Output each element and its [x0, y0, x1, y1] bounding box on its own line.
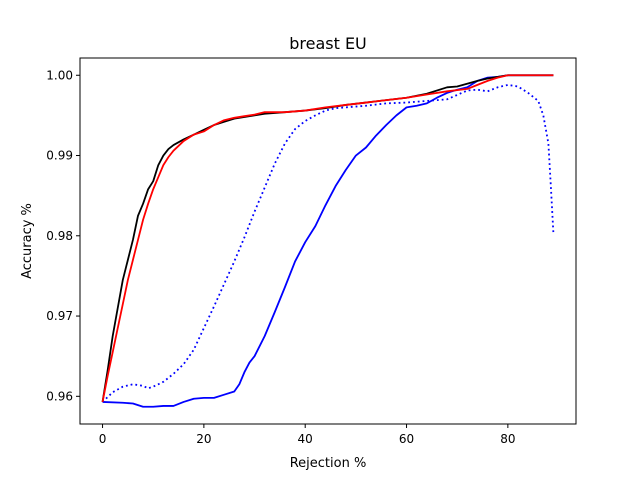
y-tick-label: 0.96: [46, 389, 73, 403]
chart-title: breast EU: [289, 34, 367, 53]
series-line-3: [101, 74, 554, 403]
x-tick-label: 40: [298, 432, 313, 446]
x-tick-label: 80: [500, 432, 515, 446]
y-tick-label: 0.99: [46, 149, 73, 163]
x-axis: 0 20 40 60 80: [99, 424, 515, 446]
x-tick-label: 20: [196, 432, 211, 446]
x-tick-label: 0: [99, 432, 107, 446]
y-tick-label: 0.97: [46, 309, 73, 323]
y-tick-label: 1.00: [46, 68, 73, 82]
series-line-1: [101, 83, 555, 403]
x-tick-label: 60: [399, 432, 414, 446]
y-tick-label: 0.98: [46, 229, 73, 243]
y-axis-label: Accuracy %: [20, 203, 35, 279]
plot-area: [101, 74, 555, 408]
series-line-4: [101, 74, 554, 403]
plot-frame: [79, 57, 577, 425]
series-line-2: [102, 74, 554, 408]
y-axis: 0.96 0.97 0.98 0.99 1.00: [46, 68, 80, 403]
x-axis-label: Rejection %: [290, 456, 367, 471]
